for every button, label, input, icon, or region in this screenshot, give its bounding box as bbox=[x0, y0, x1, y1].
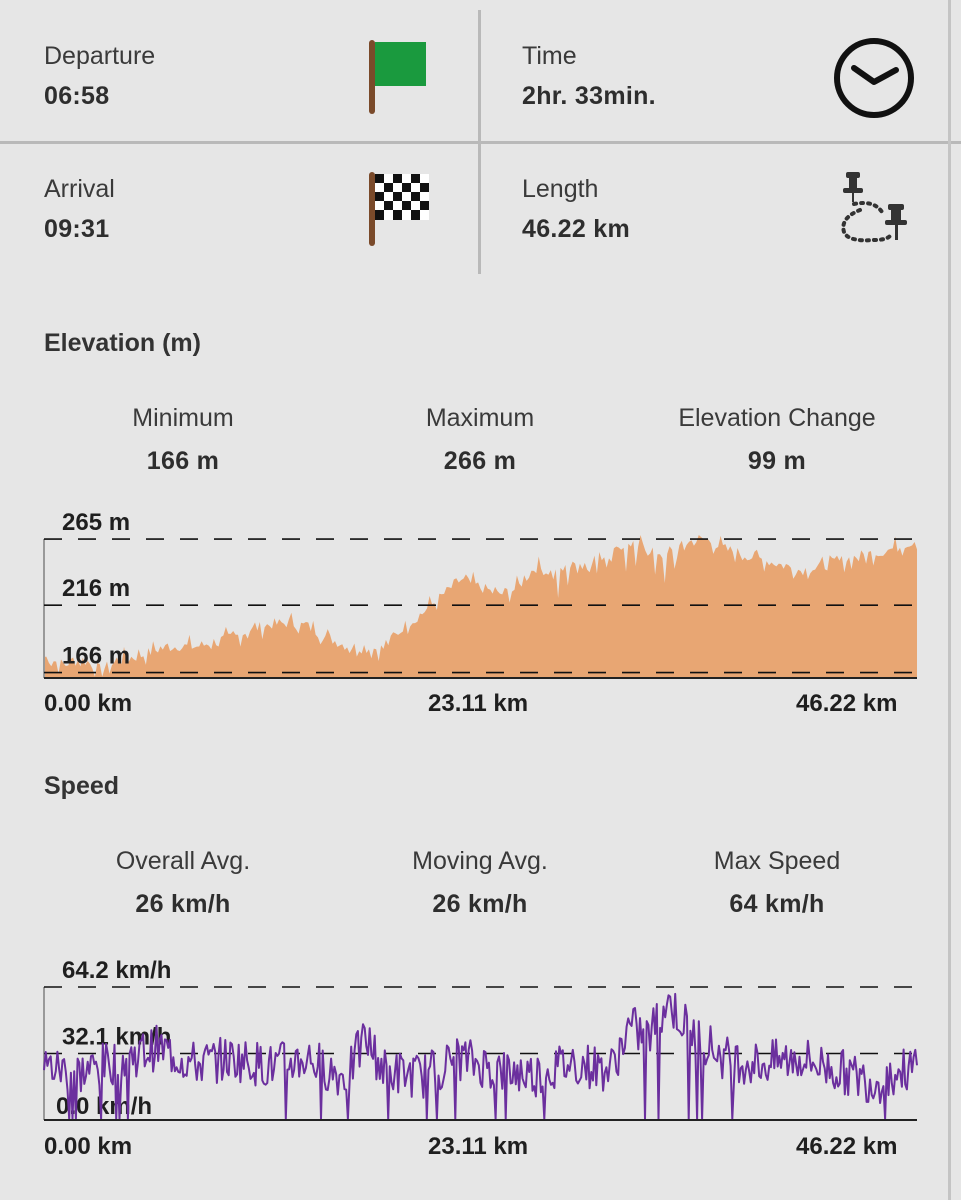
right-edge-divider bbox=[948, 0, 951, 1200]
speed-x-tick-mid: 23.11 km bbox=[428, 1133, 529, 1160]
elevation-y-tick-label: 265 m bbox=[62, 509, 130, 536]
elevation-y-tick-label: 216 m bbox=[62, 575, 130, 602]
speed-line bbox=[43, 992, 918, 1120]
departure-label: Departure bbox=[44, 42, 156, 70]
length-label: Length bbox=[522, 175, 599, 203]
speed-overall-label: Overall Avg. bbox=[115, 847, 251, 875]
elevation-min-label: Minimum bbox=[132, 404, 234, 432]
time-label: Time bbox=[522, 42, 577, 70]
clock-icon bbox=[830, 34, 918, 127]
speed-max-stat: Max Speed 64 km/h bbox=[657, 847, 897, 919]
speed-y-tick-label: 64.2 km/h bbox=[62, 957, 171, 984]
speed-chart: 0.0 km/h32.1 km/h64.2 km/h bbox=[43, 957, 918, 1121]
elevation-change-value: 99 m bbox=[747, 447, 807, 475]
elevation-max-value: 266 m bbox=[443, 447, 517, 475]
elevation-max-stat: Maximum 266 m bbox=[360, 404, 600, 476]
time-value: 2hr. 33min. bbox=[522, 82, 656, 110]
speed-y-tick-label: 32.1 km/h bbox=[62, 1024, 171, 1051]
arrival-label: Arrival bbox=[44, 175, 115, 203]
elevation-x-tick-start: 0.00 km bbox=[44, 690, 133, 717]
speed-max-value: 64 km/h bbox=[729, 890, 825, 918]
middle-divider bbox=[478, 10, 481, 274]
elevation-min-stat: Minimum 166 m bbox=[63, 404, 303, 476]
checkered-flag-icon bbox=[366, 170, 432, 253]
speed-overall-stat: Overall Avg. 26 km/h bbox=[63, 847, 303, 919]
speed-max-label: Max Speed bbox=[713, 847, 841, 875]
elevation-area bbox=[44, 535, 917, 678]
speed-section-title: Speed bbox=[44, 772, 120, 800]
elevation-section-title: Elevation (m) bbox=[44, 329, 201, 357]
speed-overall-value: 26 km/h bbox=[135, 890, 231, 918]
speed-x-tick-start: 0.00 km bbox=[44, 1133, 133, 1160]
elevation-chart: 166 m 216 m 265 m bbox=[43, 509, 917, 679]
elevation-x-tick-end: 46.22 km bbox=[796, 690, 898, 717]
elevation-change-label: Elevation Change bbox=[678, 404, 876, 432]
elevation-min-value: 166 m bbox=[146, 447, 220, 475]
departure-value: 06:58 bbox=[44, 82, 110, 110]
elevation-max-label: Maximum bbox=[425, 404, 535, 432]
arrival-value: 09:31 bbox=[44, 215, 110, 243]
speed-moving-stat: Moving Avg. 26 km/h bbox=[360, 847, 600, 919]
length-value: 46.22 km bbox=[522, 215, 631, 243]
elevation-x-tick-mid: 23.11 km bbox=[428, 690, 529, 717]
speed-x-tick-end: 46.22 km bbox=[796, 1133, 898, 1160]
elevation-change-stat: Elevation Change 99 m bbox=[657, 404, 897, 476]
speed-moving-label: Moving Avg. bbox=[412, 847, 548, 875]
elevation-y-tick-label: 166 m bbox=[62, 643, 130, 670]
speed-moving-value: 26 km/h bbox=[432, 890, 528, 918]
route-pins-icon bbox=[834, 170, 914, 255]
green-flag-icon bbox=[366, 38, 432, 121]
